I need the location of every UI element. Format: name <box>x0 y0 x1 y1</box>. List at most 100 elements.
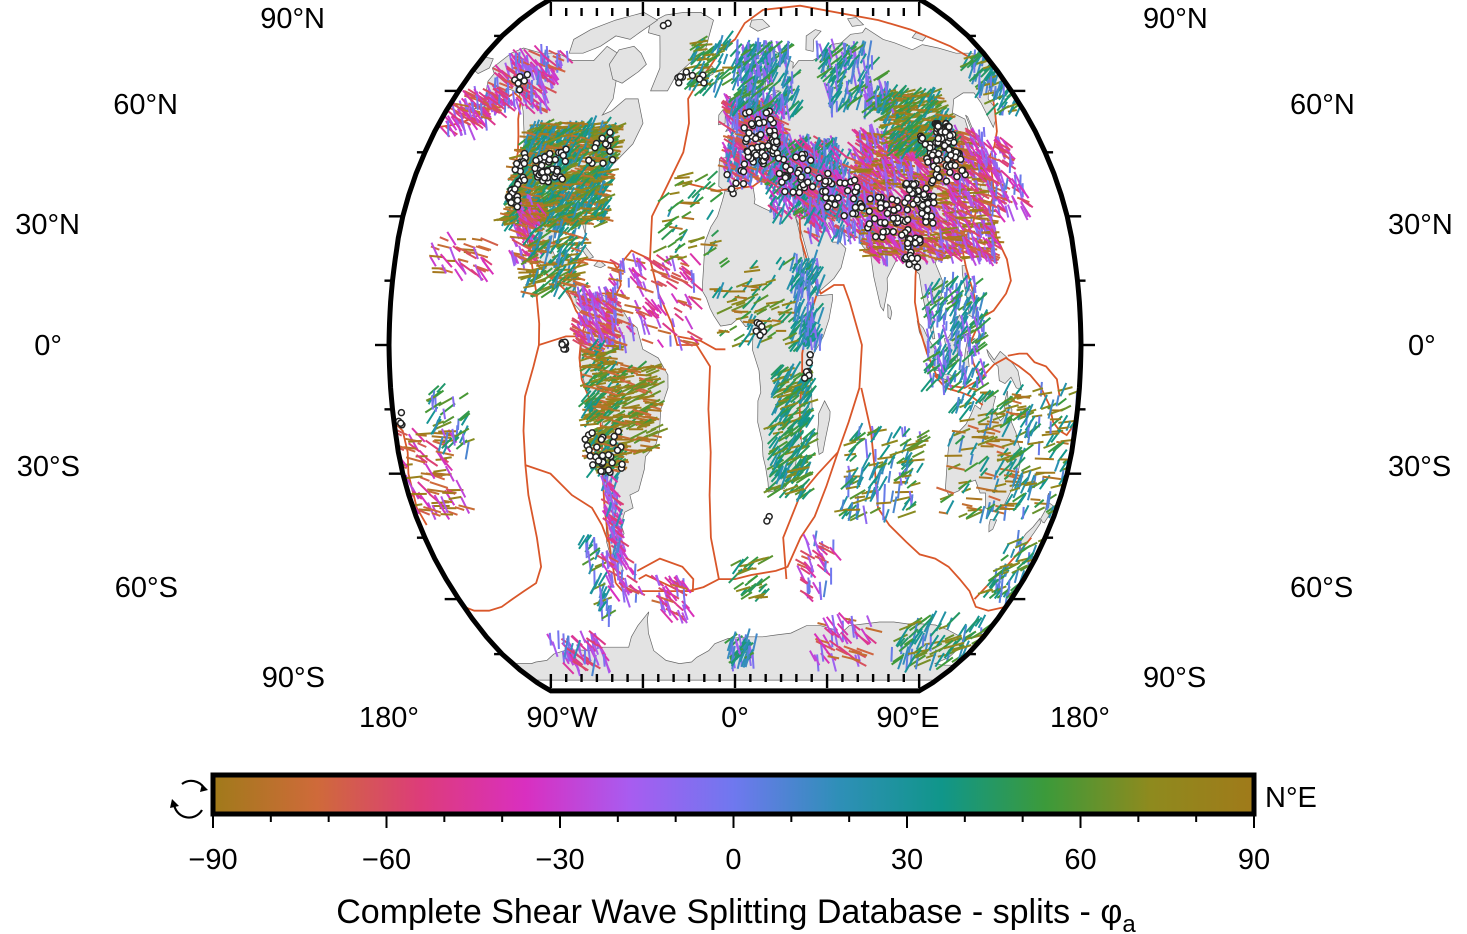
split-segment <box>602 417 614 423</box>
split-segment <box>967 232 970 245</box>
split-segment <box>778 48 782 66</box>
land-arctic-islands <box>568 12 659 54</box>
split-segment <box>612 413 626 417</box>
split-segment <box>527 235 545 247</box>
split-segment <box>567 173 576 184</box>
split-segment <box>584 323 598 332</box>
split-segment <box>538 72 544 86</box>
split-segment <box>593 361 604 372</box>
split-segment <box>574 282 590 289</box>
split-segment <box>551 183 564 191</box>
split-segment <box>548 244 557 255</box>
split-segment <box>564 219 580 236</box>
split-segment <box>517 52 521 64</box>
split-segment <box>563 136 572 148</box>
split-segment <box>520 274 533 281</box>
plate-boundary <box>677 335 726 351</box>
split-segment <box>514 98 522 115</box>
split-segment <box>599 306 606 318</box>
split-segment <box>572 125 583 132</box>
split-segment <box>851 220 855 232</box>
plate-boundary <box>1007 352 1061 397</box>
split-segment <box>594 356 611 363</box>
split-segment <box>592 405 613 410</box>
split-segment <box>589 372 599 381</box>
split-segment <box>586 333 590 345</box>
split-segment <box>953 372 957 383</box>
split-segment <box>603 303 614 314</box>
split-segment <box>635 437 651 443</box>
split-segment <box>553 269 561 289</box>
split-segment <box>536 70 540 86</box>
split-segment <box>562 170 581 179</box>
split-segment <box>993 247 996 264</box>
split-segment <box>556 253 562 267</box>
split-segment <box>590 392 604 405</box>
split-segment <box>597 425 619 430</box>
land-sri-lanka <box>887 303 893 320</box>
land-novaya-zemlya <box>805 29 822 52</box>
split-segment <box>572 280 591 288</box>
split-segment <box>595 384 615 391</box>
split-segment <box>581 285 589 306</box>
split-segment <box>532 268 540 285</box>
plate-boundary <box>649 4 976 580</box>
split-segment <box>593 220 608 229</box>
split-segment <box>534 58 549 78</box>
split-segment <box>569 232 589 241</box>
split-segment <box>556 261 577 269</box>
split-segment <box>536 262 558 267</box>
split-segment <box>562 202 575 212</box>
split-segment <box>551 272 560 282</box>
split-segment <box>529 269 547 283</box>
split-segment <box>606 344 622 348</box>
split-segment <box>588 353 608 358</box>
split-segment <box>582 124 592 136</box>
split-segment <box>733 116 736 130</box>
split-segment <box>521 213 539 223</box>
split-segment <box>548 49 561 57</box>
split-segment <box>515 96 525 107</box>
split-segment <box>546 229 568 234</box>
split-segment <box>577 154 584 167</box>
split-segment <box>614 397 631 408</box>
split-segment <box>601 124 616 130</box>
land-svalbard <box>749 18 771 32</box>
split-segment <box>575 338 587 346</box>
split-segment <box>525 201 544 205</box>
split-segment <box>590 366 606 372</box>
split-segment <box>563 278 581 281</box>
split-segment <box>580 390 592 403</box>
split-segment <box>545 222 557 233</box>
split-segment <box>537 238 551 252</box>
split-segment <box>528 64 534 78</box>
split-segment <box>461 114 480 127</box>
split-segment <box>746 82 750 94</box>
split-segment <box>540 258 553 274</box>
split-segment <box>558 221 568 234</box>
split-segment <box>527 126 538 133</box>
split-segment <box>496 76 499 92</box>
split-segment <box>577 191 589 210</box>
split-segment <box>581 373 593 378</box>
split-segment <box>589 398 601 413</box>
land-new-guinea <box>986 349 1023 391</box>
split-segment <box>529 244 540 258</box>
split-segment <box>588 342 606 351</box>
split-segment <box>596 291 603 302</box>
plate-boundary <box>463 237 543 612</box>
split-segment <box>594 193 616 204</box>
split-segment <box>466 121 476 141</box>
split-segment <box>550 125 557 139</box>
split-segment <box>544 205 556 223</box>
split-segment <box>535 231 544 249</box>
split-segment <box>535 139 545 152</box>
splitting-measurements <box>391 30 1081 677</box>
split-segment <box>596 182 611 202</box>
split-segment <box>573 329 590 347</box>
split-segment <box>611 300 616 320</box>
split-segment <box>582 301 600 312</box>
split-segment <box>549 203 567 213</box>
split-segment <box>517 90 532 106</box>
